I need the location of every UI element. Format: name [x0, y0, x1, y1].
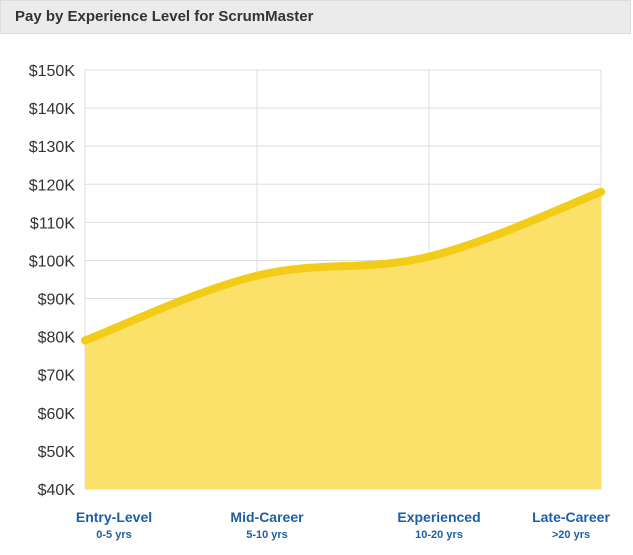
- x-axis-categories: Entry-Level 0-5 yrs Mid-Career 5-10 yrs Expe…: [76, 509, 611, 541]
- x-category-label[interactable]: Entry-Level: [76, 509, 152, 525]
- y-tick-label: $150K: [29, 63, 76, 80]
- y-tick-label: $140K: [29, 101, 76, 118]
- x-category-subtitle: 0-5 yrs: [96, 529, 131, 541]
- x-category-label[interactable]: Experienced: [397, 509, 480, 525]
- y-tick-label: $100K: [29, 253, 76, 270]
- data-point-entry-level[interactable]: [81, 336, 89, 345]
- y-axis-ticks: $40K $50K $60K $70K $80K $90K $100K $110K $120K $…: [29, 63, 76, 499]
- x-category-subtitle: 5-10 yrs: [246, 529, 288, 541]
- x-category-label[interactable]: Late-Career: [532, 509, 610, 525]
- y-tick-label: $80K: [38, 330, 76, 347]
- data-point-experienced[interactable]: [425, 252, 433, 261]
- salary-area-fill: [85, 191, 601, 489]
- salary-line: [81, 187, 605, 345]
- chart-title: Pay by Experience Level for ScrumMaster: [15, 8, 314, 25]
- y-tick-label: $110K: [30, 215, 75, 232]
- x-category-label[interactable]: Mid-Career: [230, 509, 304, 525]
- y-tick-label: $120K: [29, 177, 76, 194]
- y-tick-label: $50K: [38, 444, 76, 461]
- x-category-subtitle: 10-20 yrs: [415, 529, 463, 541]
- data-point-mid-career[interactable]: [253, 271, 261, 280]
- y-tick-label: $40K: [38, 482, 76, 499]
- x-category-subtitle: >20 yrs: [552, 529, 590, 541]
- y-tick-label: $70K: [38, 368, 76, 385]
- panel-header: Pay by Experience Level for ScrumMaster: [0, 0, 631, 34]
- y-tick-label: $60K: [38, 406, 76, 423]
- area-layer: [81, 187, 605, 489]
- y-tick-label: $90K: [38, 292, 76, 309]
- data-point-late-career[interactable]: [597, 187, 605, 196]
- y-tick-label: $130K: [29, 139, 76, 156]
